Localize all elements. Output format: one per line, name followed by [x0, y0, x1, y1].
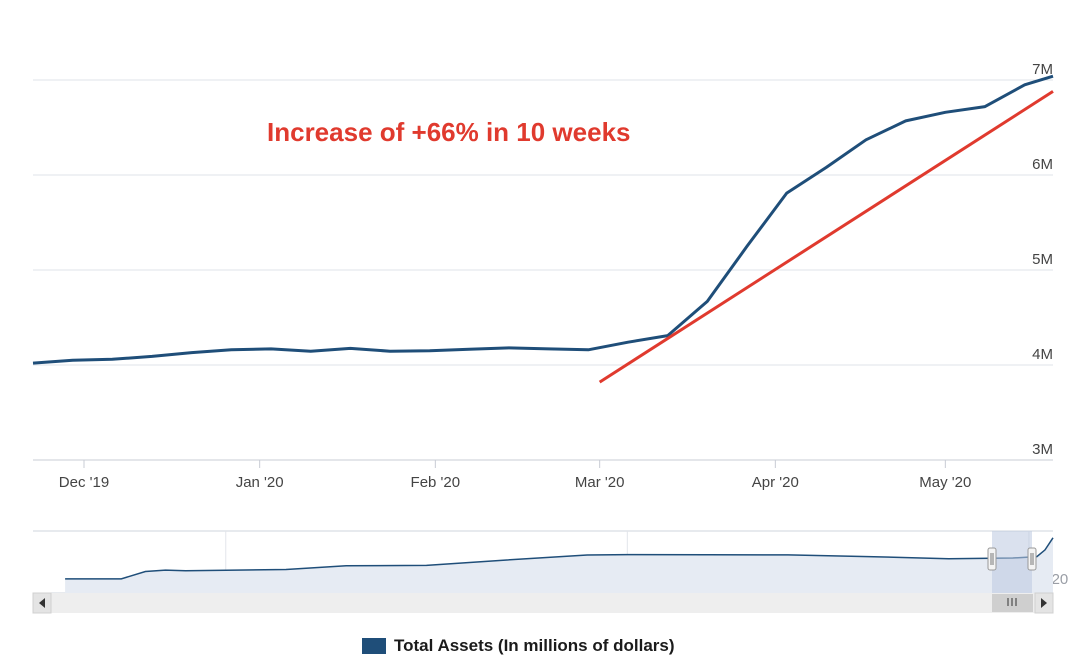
- series-line: [32, 74, 1054, 365]
- x-tick-label: Dec '19: [59, 474, 109, 491]
- y-tick-label: 5M: [1032, 251, 1053, 268]
- trend-line: [598, 90, 1054, 384]
- legend-label: Total Assets (In millions of dollars): [394, 636, 675, 655]
- chevron-left-icon: [39, 598, 45, 608]
- legend-swatch: [362, 638, 386, 654]
- x-tick-label: Feb '20: [411, 474, 461, 491]
- series-layer: [32, 74, 1054, 384]
- grid-layer: [33, 79, 1053, 461]
- axis-layer: 3M 4M 5M 6M 7M Dec '19 Jan '20 Feb '20 Mar '20 Ap…: [59, 61, 1053, 491]
- navigator-handle-right[interactable]: [1027, 547, 1037, 571]
- x-tick-label: Mar '20: [575, 474, 625, 491]
- legend[interactable]: Total Assets (In millions of dollars): [362, 636, 675, 656]
- y-tick-label: 7M: [1032, 61, 1053, 78]
- y-tick-label: 3M: [1032, 441, 1053, 458]
- navigator[interactable]: 201020152020: [33, 530, 1068, 594]
- annotation-text: Increase of +66% in 10 weeks: [267, 117, 631, 147]
- navigator-area: [65, 537, 1054, 593]
- chevron-right-icon: [1041, 598, 1047, 608]
- handle-body: [1027, 547, 1037, 571]
- y-tick-label: 6M: [1032, 156, 1053, 173]
- handle-body: [987, 547, 997, 571]
- navigator-handle-left[interactable]: [987, 547, 997, 571]
- y-tick-label: 4M: [1032, 346, 1053, 363]
- x-tick-label: Apr '20: [752, 474, 799, 491]
- scrollbar-track[interactable]: [33, 593, 1053, 613]
- x-tick-label: May '20: [919, 474, 971, 491]
- navigator-selection[interactable]: [992, 531, 1032, 593]
- x-tick-label: Jan '20: [236, 474, 284, 491]
- scrollbar[interactable]: [32, 592, 1054, 614]
